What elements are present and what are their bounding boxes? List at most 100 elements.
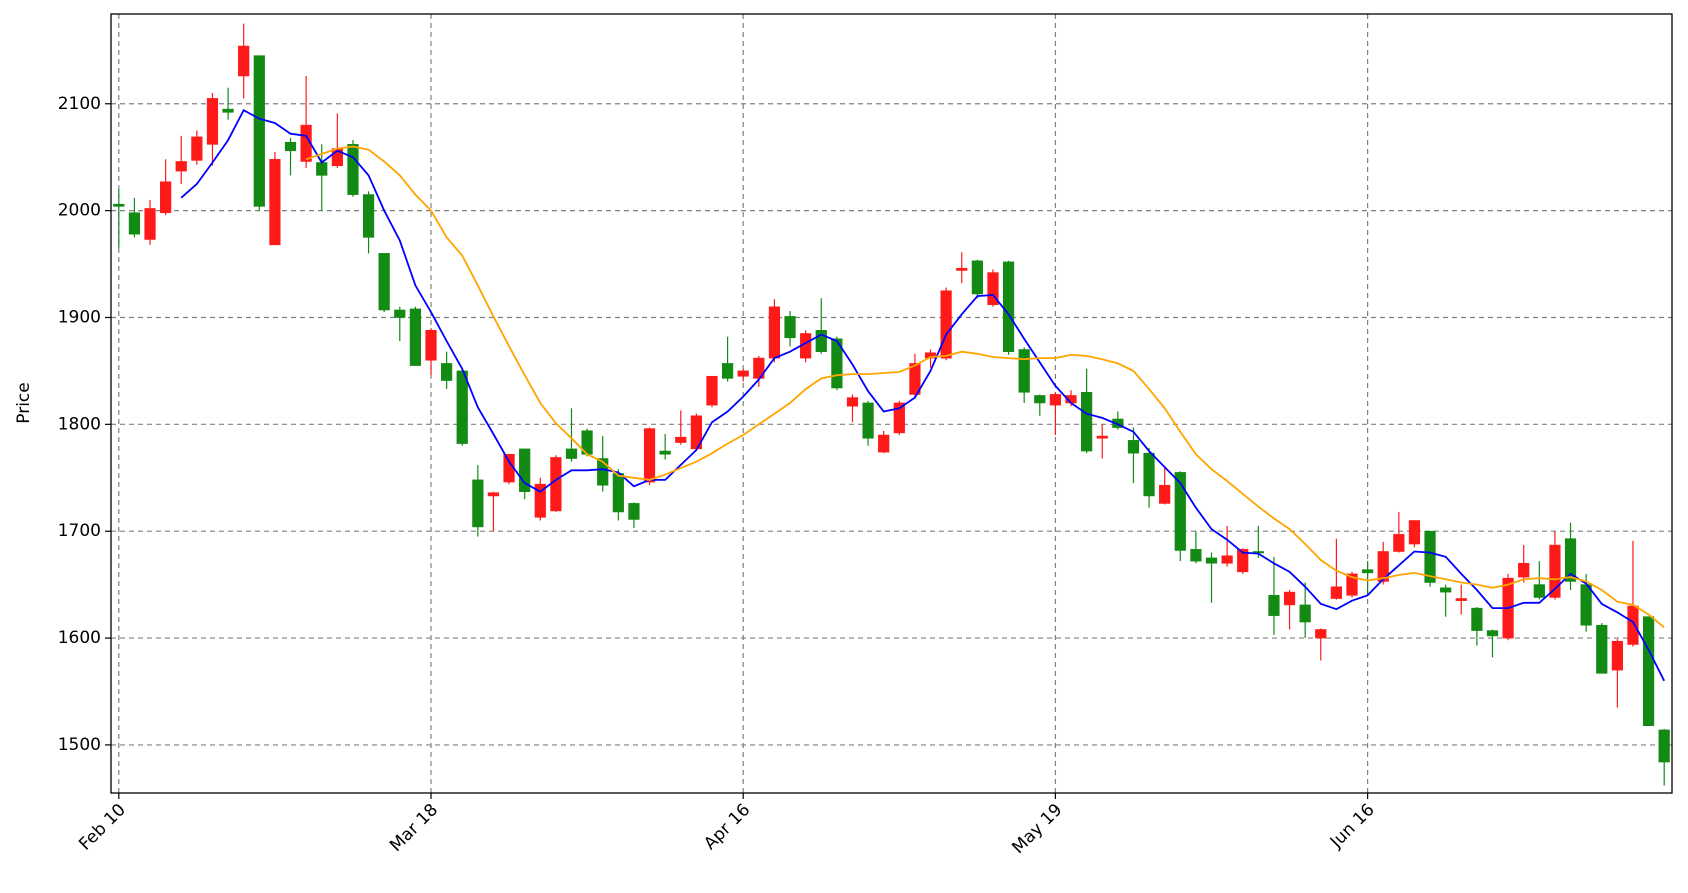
candle-body <box>550 457 562 512</box>
candle-body <box>1299 604 1311 623</box>
candle-body <box>628 503 640 520</box>
candle-body <box>1221 555 1233 564</box>
candle-body <box>878 434 890 453</box>
x-tick-label: Feb 10 <box>75 800 130 855</box>
candle-body <box>1518 562 1530 578</box>
candle-body <box>1361 569 1374 574</box>
candle-body <box>1564 538 1577 582</box>
candle-body <box>113 203 125 207</box>
candle-body <box>565 448 578 459</box>
candle-body <box>1580 584 1592 626</box>
candle-body <box>1486 630 1499 637</box>
x-tick-label: Mar 18 <box>386 800 442 856</box>
y-tick-label: 1700 <box>58 521 101 541</box>
candle-body <box>1143 452 1155 497</box>
x-tick-label: Jun 16 <box>1326 800 1379 853</box>
candle-body <box>1315 629 1327 639</box>
candle-body <box>378 253 390 311</box>
candle-body <box>519 448 531 492</box>
candle-body <box>1455 598 1467 601</box>
candle-body <box>1642 616 1655 726</box>
candle-body <box>472 479 484 528</box>
candle-body <box>721 363 734 379</box>
candle-body <box>394 309 406 318</box>
candle-body <box>784 316 796 339</box>
candle-body <box>956 268 968 271</box>
candle-body <box>1346 573 1358 596</box>
candle-body <box>1018 349 1030 393</box>
candle-body <box>347 144 359 195</box>
candle-body <box>659 450 671 455</box>
candle-body <box>1549 544 1561 598</box>
candle-body <box>144 208 156 240</box>
candle-body <box>1627 605 1639 645</box>
candle-body <box>1658 729 1670 763</box>
candle-body <box>1596 624 1608 674</box>
candle-body <box>1408 520 1421 545</box>
candle-body <box>534 483 546 518</box>
candle-body <box>706 375 718 406</box>
candle-body <box>909 363 921 395</box>
candle-body <box>284 141 297 152</box>
candle-body <box>160 181 172 214</box>
y-tick-label: 1800 <box>58 414 101 434</box>
candle-body <box>1096 435 1108 439</box>
candle-body <box>675 436 687 443</box>
candle-body <box>1127 440 1140 454</box>
x-tick-label: Apr 16 <box>700 800 754 854</box>
candle-body <box>612 473 624 513</box>
candle-body <box>316 162 328 176</box>
candle-body <box>487 492 500 497</box>
candle-body <box>831 338 843 389</box>
y-axis-label: Price <box>14 382 34 423</box>
candle-body <box>1034 395 1046 404</box>
candle-body <box>1190 549 1202 562</box>
candle-body <box>1533 584 1545 598</box>
candle-body <box>1393 534 1405 552</box>
candle-body <box>940 290 952 359</box>
y-tick-label: 2000 <box>58 201 101 221</box>
candle-body <box>987 272 999 305</box>
candle-body <box>971 260 983 295</box>
y-tick-label: 2100 <box>58 94 101 114</box>
y-tick-label: 1500 <box>58 735 101 755</box>
y-tick-label: 1600 <box>58 628 101 648</box>
candle-body <box>128 212 141 235</box>
plot-frame <box>110 13 1673 794</box>
candle-body <box>175 161 187 172</box>
candle-body <box>425 330 437 361</box>
moving-average-line <box>180 108 1666 682</box>
candle-body <box>893 402 905 434</box>
candle-body <box>441 363 453 381</box>
candle-body <box>1081 391 1093 452</box>
candle-body <box>456 370 468 444</box>
candle-body <box>253 55 265 207</box>
candle-body <box>362 194 375 238</box>
candle-body <box>1471 607 1483 631</box>
candle-body <box>1205 557 1218 564</box>
candle-body <box>737 370 749 377</box>
x-tick-label: May 19 <box>1008 800 1066 858</box>
candle-body <box>643 428 656 483</box>
candle-body <box>1283 591 1296 606</box>
candle-body <box>1159 484 1171 504</box>
candle-body <box>1424 530 1436 583</box>
candle-body <box>1268 595 1280 616</box>
candle-body <box>1330 586 1342 599</box>
moving-average-line <box>305 145 1665 629</box>
candle-body <box>222 108 234 113</box>
candle-body <box>924 352 937 359</box>
candle-body <box>815 330 827 352</box>
candle-body <box>191 136 203 161</box>
candle-body <box>597 458 609 486</box>
candle-body <box>1174 472 1186 551</box>
candle-body <box>206 98 219 145</box>
candle-body <box>862 402 874 439</box>
candle-body <box>238 45 250 77</box>
candle-body <box>1377 551 1389 582</box>
candle-body <box>1611 640 1623 671</box>
candle-body <box>269 159 281 246</box>
candle-body <box>1049 394 1062 406</box>
